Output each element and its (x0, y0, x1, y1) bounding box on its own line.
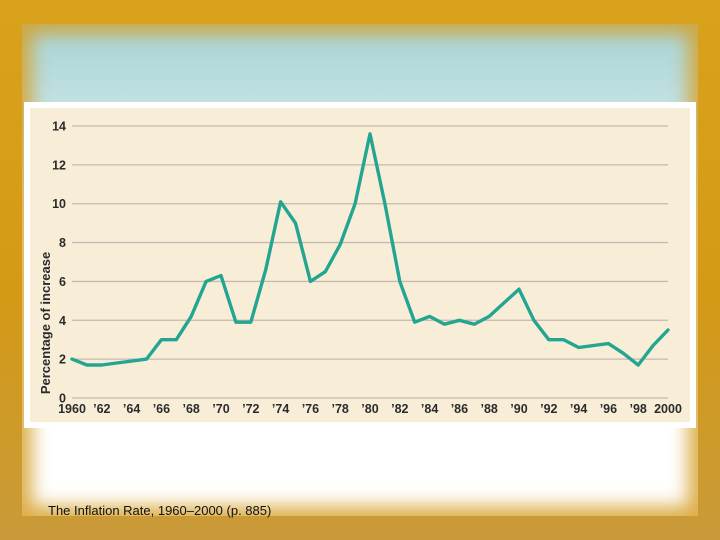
x-tick-label: ’62 (93, 402, 110, 416)
x-tick-label: ’94 (570, 402, 587, 416)
x-tick-label: ’86 (451, 402, 468, 416)
slide-caption: The Inflation Rate, 1960–2000 (p. 885) (48, 503, 272, 518)
x-tick-label: ’64 (123, 402, 140, 416)
y-tick-label: 10 (52, 197, 66, 211)
plot-background (30, 108, 690, 422)
x-tick-label: ’76 (302, 402, 319, 416)
y-axis-label: Percentage of increase (38, 252, 53, 394)
series-line-group (70, 132, 670, 367)
chart-canvas: 0 2 4 6 8 10 12 14 1960 ’62 ’64 ’66 ’68 ’70 ’72 ’74 ’76… (30, 108, 690, 422)
x-tick-label: ’82 (391, 402, 408, 416)
inflation-series-line (70, 132, 670, 367)
y-tick-label: 4 (59, 314, 66, 328)
x-tick-labels: 1960 ’62 ’64 ’66 ’68 ’70 ’72 ’74 ’76 ’78 ’80 ’82 ’84… (58, 402, 682, 416)
x-tick-label: ’88 (481, 402, 498, 416)
x-tick-label: ’66 (153, 402, 170, 416)
y-tick-label: 8 (59, 236, 66, 250)
x-tick-label: ’98 (630, 402, 647, 416)
x-tick-label: ’74 (272, 402, 289, 416)
gridlines (72, 125, 668, 399)
x-tick-label: ’96 (600, 402, 617, 416)
x-tick-label: ’72 (242, 402, 259, 416)
y-tick-label: 2 (59, 353, 66, 367)
y-tick-label: 0 (59, 392, 66, 406)
x-tick-label: 2000 (654, 402, 682, 416)
y-tick-label: 14 (52, 120, 66, 134)
x-tick-label: ’90 (510, 402, 527, 416)
x-tick-label: ’80 (361, 402, 378, 416)
x-tick-label: ’78 (332, 402, 349, 416)
y-tick-label: 6 (59, 275, 66, 289)
y-tick-labels: 0 2 4 6 8 10 12 14 (52, 120, 66, 406)
x-tick-label: ’84 (421, 402, 438, 416)
x-tick-label: ’68 (183, 402, 200, 416)
inflation-chart: 0 2 4 6 8 10 12 14 1960 ’62 ’64 ’66 ’68 ’70 ’72 ’74 ’76… (24, 102, 696, 428)
x-tick-label: ’70 (212, 402, 229, 416)
y-tick-label: 12 (52, 158, 66, 172)
x-tick-label: ’92 (540, 402, 557, 416)
x-tick-label: 1960 (58, 402, 86, 416)
